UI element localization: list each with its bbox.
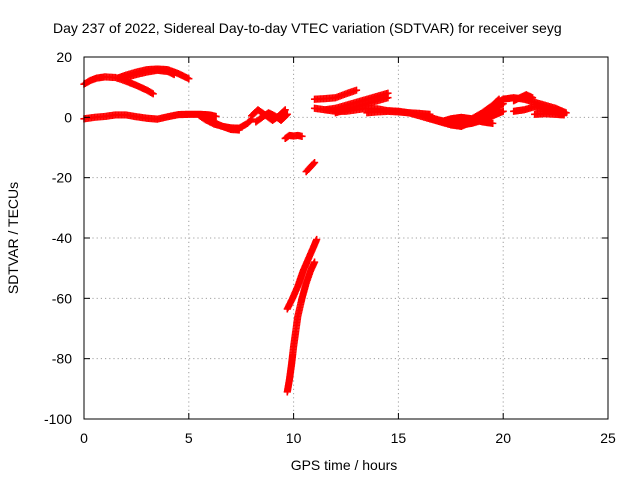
data-point — [352, 86, 361, 94]
data-series — [281, 131, 306, 143]
data-point — [313, 235, 321, 244]
data-series — [321, 89, 392, 114]
data-point — [283, 110, 291, 118]
y-tick-label: -60 — [52, 290, 72, 306]
x-tick-label: 25 — [600, 430, 616, 446]
data-point — [310, 258, 319, 266]
data-series — [510, 91, 537, 105]
data-point — [560, 111, 568, 119]
data-point — [185, 75, 193, 83]
x-tick-label: 20 — [495, 430, 511, 446]
data-series — [363, 107, 434, 118]
data-series — [252, 109, 291, 126]
y-tick-label: -100 — [44, 411, 72, 427]
grid — [84, 57, 608, 419]
data-point — [528, 94, 537, 102]
data-point — [282, 111, 290, 119]
x-tick-label: 5 — [185, 430, 193, 446]
data-point — [499, 107, 507, 115]
data-point — [149, 90, 157, 98]
data-point — [384, 94, 392, 102]
axis-ticks: 0 5 10 15 20 25 20 0 -20 -40 -60 -80 -100 — [44, 49, 616, 446]
data-series — [302, 158, 319, 176]
data-series — [80, 110, 220, 123]
y-tick-label: -40 — [52, 230, 72, 246]
data-series — [283, 235, 321, 313]
y-axis-label: SDTVAR / TECUs — [5, 182, 21, 294]
data-series — [283, 258, 319, 396]
y-tick-label: 20 — [56, 49, 72, 65]
data-point — [310, 158, 319, 167]
y-tick-label: 0 — [64, 109, 72, 125]
data-series — [331, 94, 392, 117]
data-point — [489, 119, 497, 127]
x-tick-label: 10 — [286, 430, 302, 446]
data-point — [281, 106, 289, 114]
data-point — [298, 132, 306, 140]
x-axis-label: GPS time / hours — [291, 457, 398, 473]
x-tick-label: 0 — [80, 430, 88, 446]
data-point — [235, 126, 243, 134]
data-series — [206, 116, 243, 134]
data-point — [247, 116, 255, 124]
y-tick-label: -80 — [52, 351, 72, 367]
chart-title: Day 237 of 2022, Sidereal Day-to-day VTE… — [53, 20, 562, 36]
data-series — [310, 86, 361, 103]
data-series — [531, 110, 568, 119]
x-tick-label: 15 — [391, 430, 407, 446]
data-marks — [80, 65, 570, 396]
data-point — [170, 70, 178, 79]
data-series — [122, 66, 178, 82]
data-point — [309, 160, 318, 168]
y-tick-label: -20 — [52, 170, 72, 186]
data-point — [212, 112, 220, 121]
